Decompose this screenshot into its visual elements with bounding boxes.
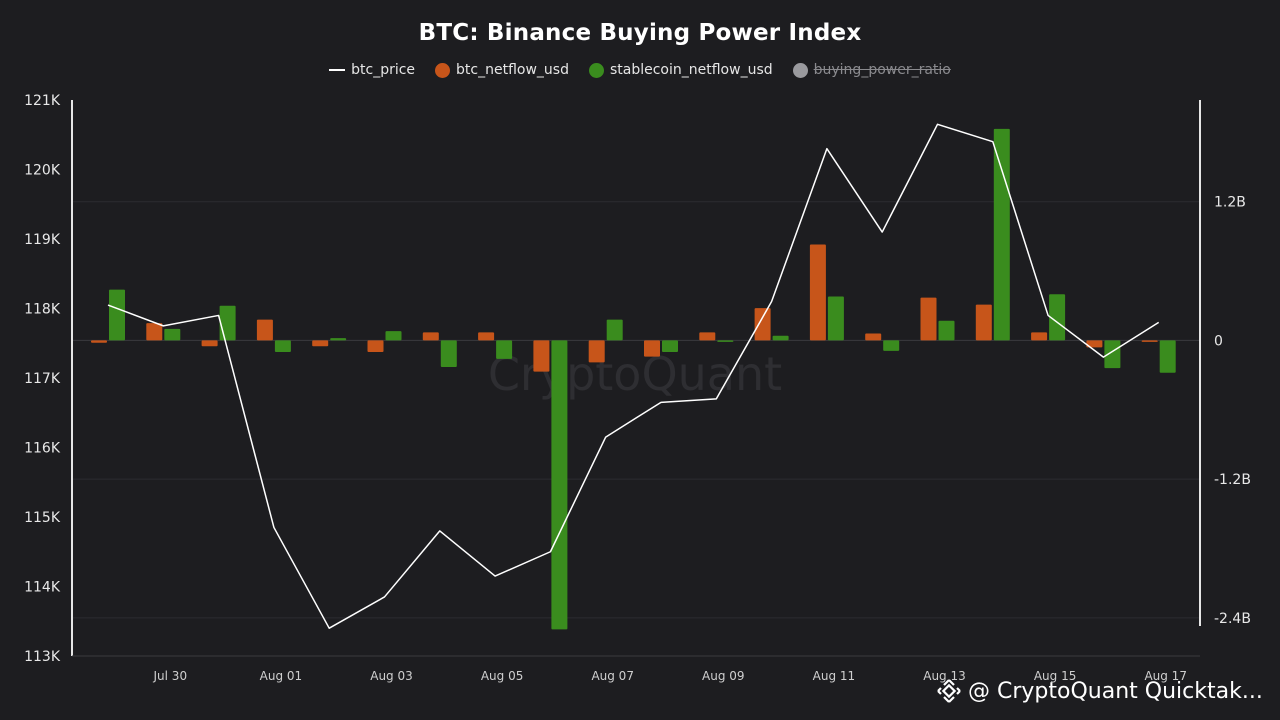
x-tick-label: Aug 07 bbox=[591, 669, 634, 683]
legend-item-btc-netflow[interactable]: btc_netflow_usd bbox=[435, 62, 569, 78]
bar-btc-netflow[interactable] bbox=[201, 340, 218, 347]
legend: btc_price btc_netflow_usd stablecoin_net… bbox=[0, 62, 1280, 78]
y-left-tick-label: 121K bbox=[24, 93, 61, 109]
bar-btc-netflow[interactable] bbox=[588, 340, 605, 363]
bar-layer bbox=[91, 128, 1176, 630]
bar-stablecoin-netflow[interactable] bbox=[772, 335, 789, 341]
bar-stablecoin-netflow[interactable] bbox=[274, 340, 291, 352]
binance-logo-icon bbox=[937, 679, 961, 703]
bar-stablecoin-netflow[interactable] bbox=[496, 340, 513, 359]
bar-btc-netflow[interactable] bbox=[1031, 332, 1048, 341]
legend-label: stablecoin_netflow_usd bbox=[609, 62, 773, 78]
line-layer bbox=[107, 123, 1160, 629]
y-left-tick-label: 120K bbox=[24, 163, 61, 179]
bar-btc-netflow[interactable] bbox=[699, 332, 716, 341]
y-left-tick-label: 119K bbox=[24, 232, 61, 248]
legend-dot-icon bbox=[588, 62, 604, 78]
legend-item-stablecoin-netflow[interactable]: stablecoin_netflow_usd bbox=[588, 62, 773, 78]
series-line-btc-price[interactable] bbox=[107, 123, 1160, 629]
bar-btc-netflow[interactable] bbox=[865, 333, 882, 341]
x-tick-label: Aug 03 bbox=[370, 669, 413, 683]
bar-btc-netflow[interactable] bbox=[533, 340, 550, 372]
bar-btc-netflow[interactable] bbox=[1141, 340, 1158, 342]
y-left-tick-label: 117K bbox=[24, 371, 61, 387]
bar-btc-netflow[interactable] bbox=[146, 323, 163, 341]
x-tick-label: Jul 30 bbox=[153, 669, 188, 683]
x-tick-label: Aug 13 bbox=[923, 669, 966, 683]
bar-stablecoin-netflow[interactable] bbox=[938, 320, 955, 341]
y-right-tick-label: 1.2B bbox=[1214, 195, 1246, 211]
y-left-tick-label: 118K bbox=[24, 302, 61, 318]
bar-stablecoin-netflow[interactable] bbox=[1159, 340, 1176, 373]
bar-stablecoin-netflow[interactable] bbox=[883, 340, 900, 351]
bar-btc-netflow[interactable] bbox=[809, 244, 826, 341]
bar-stablecoin-netflow[interactable] bbox=[606, 319, 623, 341]
credit-badge: @ CryptoQuant Quicktak... bbox=[936, 678, 1263, 704]
legend-label: btc_netflow_usd bbox=[456, 62, 569, 78]
y-right-tick-label: -1.2B bbox=[1214, 472, 1251, 488]
bar-stablecoin-netflow[interactable] bbox=[717, 340, 734, 342]
y-left-tick-label: 114K bbox=[24, 580, 61, 596]
grid-layer bbox=[72, 201, 1200, 619]
y-right-tick-label: -2.4B bbox=[1214, 611, 1251, 627]
bar-stablecoin-netflow[interactable] bbox=[330, 338, 347, 341]
x-tick-label: Aug 05 bbox=[481, 669, 524, 683]
legend-dot-icon bbox=[435, 62, 451, 78]
bar-stablecoin-netflow[interactable] bbox=[1049, 294, 1066, 341]
bar-btc-netflow[interactable] bbox=[478, 332, 495, 341]
credit-text: @ CryptoQuant Quicktak... bbox=[968, 678, 1263, 704]
x-tick-label: Aug 15 bbox=[1034, 669, 1077, 683]
bar-btc-netflow[interactable] bbox=[256, 319, 273, 341]
bar-stablecoin-netflow[interactable] bbox=[440, 340, 457, 368]
bar-btc-netflow[interactable] bbox=[1086, 340, 1103, 348]
legend-label: btc_price bbox=[351, 62, 416, 78]
legend-label: buying_power_ratio bbox=[813, 62, 951, 78]
chart-title: BTC: Binance Buying Power Index bbox=[418, 20, 862, 46]
axis-layer: 121K 120K 119K 118K 117K 116K 115K 114K 113K 1.2B… bbox=[24, 93, 1251, 683]
bar-stablecoin-netflow[interactable] bbox=[164, 328, 181, 341]
bar-btc-netflow[interactable] bbox=[975, 304, 992, 341]
bar-stablecoin-netflow[interactable] bbox=[219, 305, 236, 341]
bar-stablecoin-netflow[interactable] bbox=[551, 340, 568, 630]
bar-btc-netflow[interactable] bbox=[644, 340, 660, 357]
legend-line-icon bbox=[329, 69, 346, 71]
x-tick-label: Aug 11 bbox=[813, 669, 856, 683]
y-left-tick-label: 116K bbox=[24, 441, 61, 457]
legend-item-btc-price[interactable]: btc_price bbox=[329, 62, 415, 78]
legend-item-buying-power-ratio[interactable]: buying_power_ratio bbox=[792, 62, 951, 78]
y-left-tick-label: 113K bbox=[24, 649, 61, 665]
bar-stablecoin-netflow[interactable] bbox=[1104, 340, 1121, 369]
x-tick-label: Aug 17 bbox=[1144, 669, 1187, 683]
bar-btc-netflow[interactable] bbox=[754, 308, 771, 341]
x-tick-label: Aug 09 bbox=[702, 669, 745, 683]
bar-btc-netflow[interactable] bbox=[91, 340, 107, 343]
bar-stablecoin-netflow[interactable] bbox=[109, 289, 125, 341]
watermark-text: CryptoQuant bbox=[488, 347, 782, 401]
bar-stablecoin-netflow[interactable] bbox=[827, 296, 844, 341]
y-right-tick-label: 0 bbox=[1214, 333, 1223, 349]
bar-btc-netflow[interactable] bbox=[312, 340, 329, 347]
bar-stablecoin-netflow[interactable] bbox=[385, 331, 402, 341]
x-tick-label: Aug 01 bbox=[260, 669, 303, 683]
y-left-tick-label: 115K bbox=[24, 510, 61, 526]
bar-btc-netflow[interactable] bbox=[367, 340, 384, 352]
legend-dot-icon bbox=[792, 62, 808, 78]
bar-stablecoin-netflow[interactable] bbox=[993, 128, 1010, 341]
bar-btc-netflow[interactable] bbox=[920, 297, 937, 341]
bar-btc-netflow[interactable] bbox=[422, 332, 439, 341]
bar-stablecoin-netflow[interactable] bbox=[662, 340, 678, 352]
